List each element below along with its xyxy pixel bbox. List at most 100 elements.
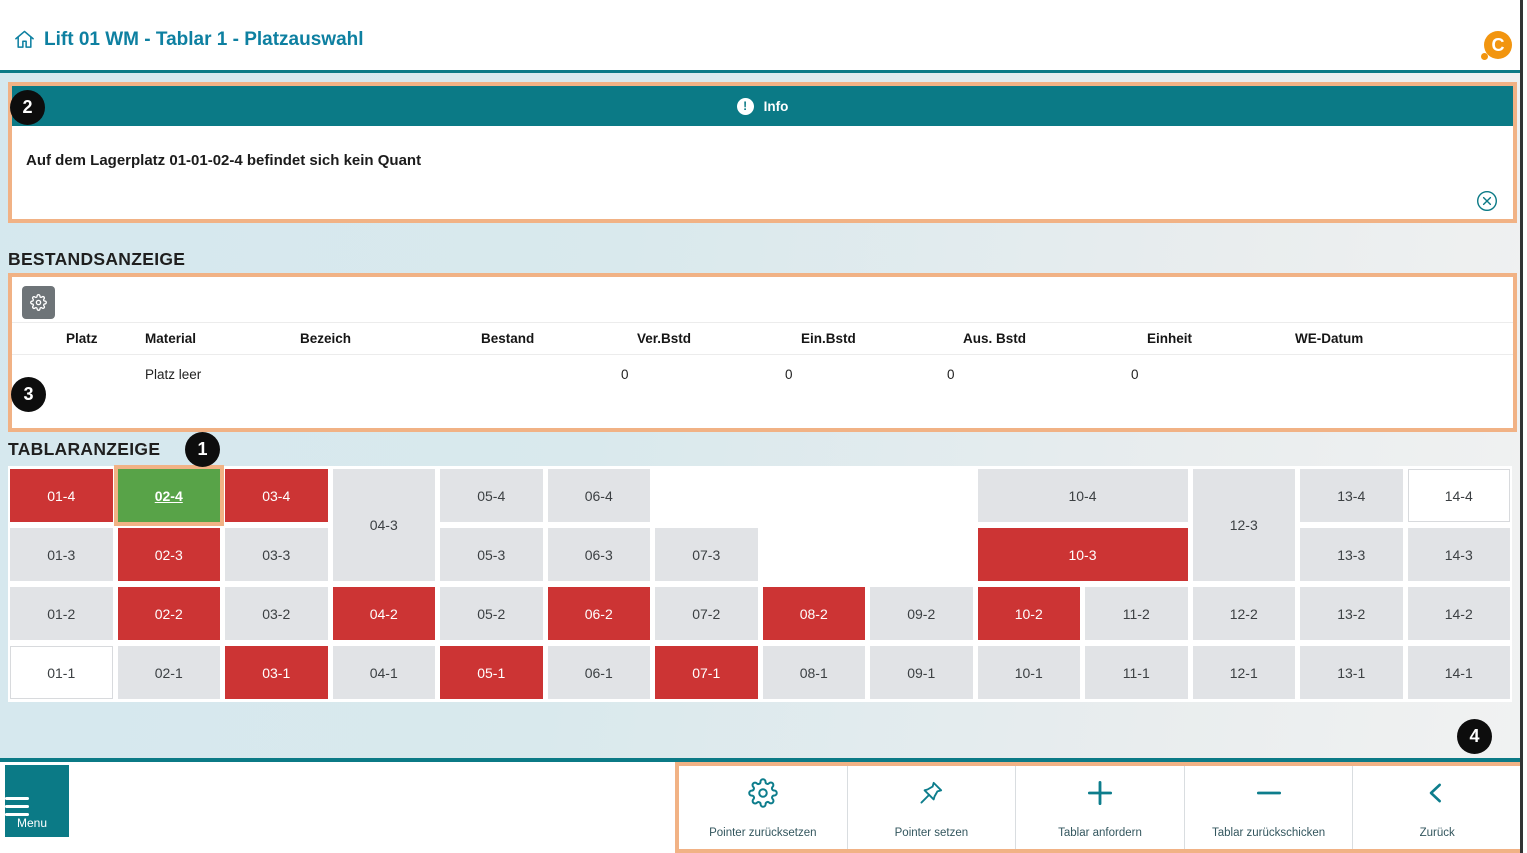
cell-ein-bstd: 0	[785, 367, 793, 382]
cell-aus-bstd: 0	[947, 367, 955, 382]
footer-button-group: Pointer zurücksetzen Pointer setzen T	[675, 762, 1525, 853]
tablar-cell-13-4[interactable]: 13-4	[1300, 469, 1403, 522]
tablar-return-button[interactable]: Tablar zurückschicken	[1183, 766, 1353, 849]
tablar-cell-12-1[interactable]: 12-1	[1192, 646, 1295, 699]
tablar-cell-14-2[interactable]: 14-2	[1407, 587, 1510, 640]
tablar-grid: 01-4 02-4 03-4 04-3 05-4 06-4 10-4 12-3 13-4 14-4…	[10, 465, 1510, 699]
header: Lift 01 WM - Tablar 1 - Platzauswahl C	[0, 0, 1524, 70]
gear-icon	[748, 776, 778, 810]
header-divider	[0, 70, 1524, 73]
pointer-set-button[interactable]: Pointer setzen	[846, 766, 1016, 849]
menu-button[interactable]: Menu	[5, 765, 69, 837]
pointer-reset-button[interactable]: Pointer zurücksetzen	[679, 766, 847, 849]
bestand-table-header: Platz Material Bezeich Bestand Ver.Bstd …	[12, 323, 1513, 355]
tablar-cell-14-4[interactable]: 14-4	[1407, 469, 1510, 522]
tablar-cell-10-3[interactable]: 10-3	[977, 528, 1188, 581]
close-icon[interactable]	[1475, 189, 1499, 213]
tablar-cell-06-3[interactable]: 06-3	[547, 528, 650, 581]
tablar-panel: 01-4 02-4 03-4 04-3 05-4 06-4 10-4 12-3 13-4 14-4…	[8, 465, 1512, 702]
tablar-cell-04-1[interactable]: 04-1	[332, 646, 435, 699]
footer-bar: Menu Pointer zurücksetzen	[0, 762, 1527, 853]
col-header-ver-bstd: Ver.Bstd	[637, 331, 692, 346]
tablar-return-label: Tablar zurückschicken	[1212, 827, 1326, 839]
tablar-cell-08-2[interactable]: 08-2	[762, 587, 865, 640]
tablar-cell-01-4[interactable]: 01-4	[10, 469, 113, 522]
cell-einheit: 0	[1131, 367, 1139, 382]
col-header-ein-bstd: Ein.Bstd	[801, 331, 856, 346]
tablar-cell-10-4[interactable]: 10-4	[977, 469, 1188, 522]
tablar-cell-02-2[interactable]: 02-2	[117, 587, 220, 640]
pointer-reset-label: Pointer zurücksetzen	[709, 827, 817, 839]
tablar-section-title: TABLARANZEIGE	[8, 439, 161, 459]
tablar-cell-04-3[interactable]: 04-3	[332, 469, 435, 581]
tablar-cell-03-2[interactable]: 03-2	[225, 587, 328, 640]
tablar-cell-13-2[interactable]: 13-2	[1300, 587, 1403, 640]
col-header-einheit: Einheit	[1147, 331, 1193, 346]
tablar-cell-10-2[interactable]: 10-2	[977, 587, 1080, 640]
cell-ver-bstd: 0	[621, 367, 629, 382]
bestand-toolbar	[12, 277, 1513, 323]
tablar-cell-05-3[interactable]: 05-3	[440, 528, 543, 581]
tablar-cell-05-1[interactable]: 05-1	[440, 646, 543, 699]
hamburger-icon	[5, 772, 69, 816]
tablar-cell-03-1[interactable]: 03-1	[225, 646, 328, 699]
tablar-cell-01-3[interactable]: 01-3	[10, 528, 113, 581]
brand-logo: C	[1484, 31, 1512, 59]
tablar-cell-08-1[interactable]: 08-1	[762, 646, 865, 699]
tablar-cell-03-4[interactable]: 03-4	[225, 469, 328, 522]
tablar-cell-13-1[interactable]: 13-1	[1300, 646, 1403, 699]
tablar-cell-06-2[interactable]: 06-2	[547, 587, 650, 640]
home-icon[interactable]	[13, 28, 37, 52]
tablar-cell-01-2[interactable]: 01-2	[10, 587, 113, 640]
window-edge-margin	[1523, 0, 1527, 853]
brand-logo-dot	[1481, 53, 1488, 60]
tablar-cell-12-2[interactable]: 12-2	[1192, 587, 1295, 640]
minus-icon	[1252, 776, 1286, 810]
tablar-cell-11-1[interactable]: 11-1	[1085, 646, 1188, 699]
chevron-left-icon	[1424, 776, 1450, 810]
tablar-cell-11-2[interactable]: 11-2	[1085, 587, 1188, 640]
tablar-request-button[interactable]: Tablar anfordern	[1015, 766, 1184, 849]
gear-icon	[30, 294, 47, 311]
annotation-badge-4: 4	[1457, 719, 1492, 754]
tablar-cell-07-2[interactable]: 07-2	[655, 587, 758, 640]
tablar-cell-10-1[interactable]: 10-1	[977, 646, 1080, 699]
back-button[interactable]: Zurück	[1352, 766, 1521, 849]
info-panel-header: ! Info	[12, 86, 1513, 126]
tablar-cell-02-4[interactable]: 02-4	[113, 465, 224, 526]
tablar-cell-06-4[interactable]: 06-4	[547, 469, 650, 522]
tablar-cell-14-3[interactable]: 14-3	[1407, 528, 1510, 581]
table-settings-button[interactable]	[22, 286, 55, 319]
tablar-request-label: Tablar anfordern	[1058, 827, 1142, 839]
annotation-badge-3: 3	[11, 377, 46, 412]
tablar-cell-05-2[interactable]: 05-2	[440, 587, 543, 640]
bestand-section-title: BESTANDSANZEIGE	[8, 249, 186, 269]
col-header-material: Material	[145, 331, 197, 346]
tablar-cell-14-1[interactable]: 14-1	[1407, 646, 1510, 699]
back-label: Zurück	[1419, 827, 1455, 839]
tablar-cell-13-3[interactable]: 13-3	[1300, 528, 1403, 581]
tablar-cell-04-2[interactable]: 04-2	[332, 587, 435, 640]
tablar-cell-12-3[interactable]: 12-3	[1192, 469, 1295, 581]
col-header-bezeich: Bezeich	[300, 331, 352, 346]
tablar-cell-07-3[interactable]: 07-3	[655, 528, 758, 581]
tablar-cell-02-1[interactable]: 02-1	[117, 646, 220, 699]
pointer-set-label: Pointer setzen	[894, 827, 969, 839]
tablar-cell-01-1[interactable]: 01-1	[10, 646, 113, 699]
pin-icon	[917, 776, 945, 810]
tablar-cell-07-1[interactable]: 07-1	[655, 646, 758, 699]
tablar-cell-03-3[interactable]: 03-3	[225, 528, 328, 581]
col-header-bestand: Bestand	[481, 331, 535, 346]
col-header-we-datum: WE-Datum	[1295, 331, 1364, 346]
tablar-cell-09-2[interactable]: 09-2	[870, 587, 973, 640]
tablar-cell-06-1[interactable]: 06-1	[547, 646, 650, 699]
window-edge	[1520, 0, 1523, 853]
menu-button-label: Menu	[17, 816, 48, 830]
page-title: Lift 01 WM - Tablar 1 - Platzauswahl	[44, 29, 364, 50]
tablar-cell-02-3[interactable]: 02-3	[117, 528, 220, 581]
tablar-cell-09-1[interactable]: 09-1	[870, 646, 973, 699]
cell-material: Platz leer	[145, 367, 202, 382]
tablar-cell-05-4[interactable]: 05-4	[440, 469, 543, 522]
annotation-badge-1: 1	[185, 432, 220, 467]
